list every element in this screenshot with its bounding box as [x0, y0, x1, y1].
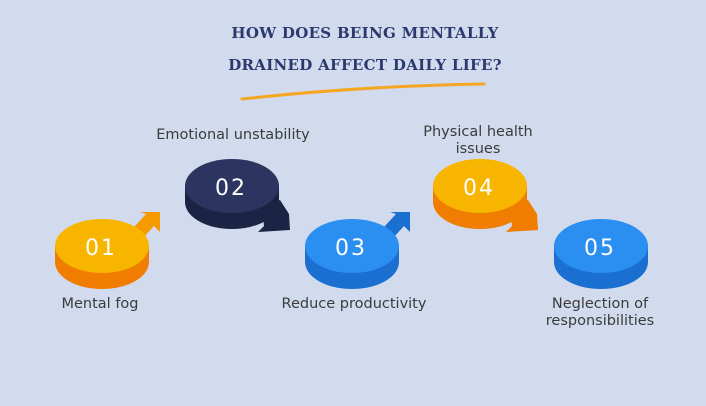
title-underline [240, 82, 486, 101]
step-05-number: 05 [584, 236, 616, 261]
step-01-label: Mental fog [61, 296, 139, 312]
step-03-label: Reduce productivity [281, 296, 427, 312]
step-01-disc [55, 212, 160, 289]
step-02-label: Emotional unstability [156, 127, 310, 143]
step-04-disc [433, 159, 538, 232]
step-01-number: 01 [85, 236, 117, 261]
step-05-disc [554, 219, 648, 289]
step-03-disc [305, 212, 410, 289]
title-line-2: DRAINED AFFECT DAILY LIFE? [228, 56, 502, 74]
step-03-number: 03 [335, 236, 367, 261]
step-04-number: 04 [463, 176, 495, 201]
step-02-number: 02 [215, 176, 247, 201]
step-02-disc [185, 159, 290, 232]
step-04-label: Physical health issues [423, 124, 533, 157]
step-05-label: Neglection of responsibilities [545, 296, 655, 329]
title-line-1: HOW DOES BEING MENTALLY [231, 24, 499, 42]
